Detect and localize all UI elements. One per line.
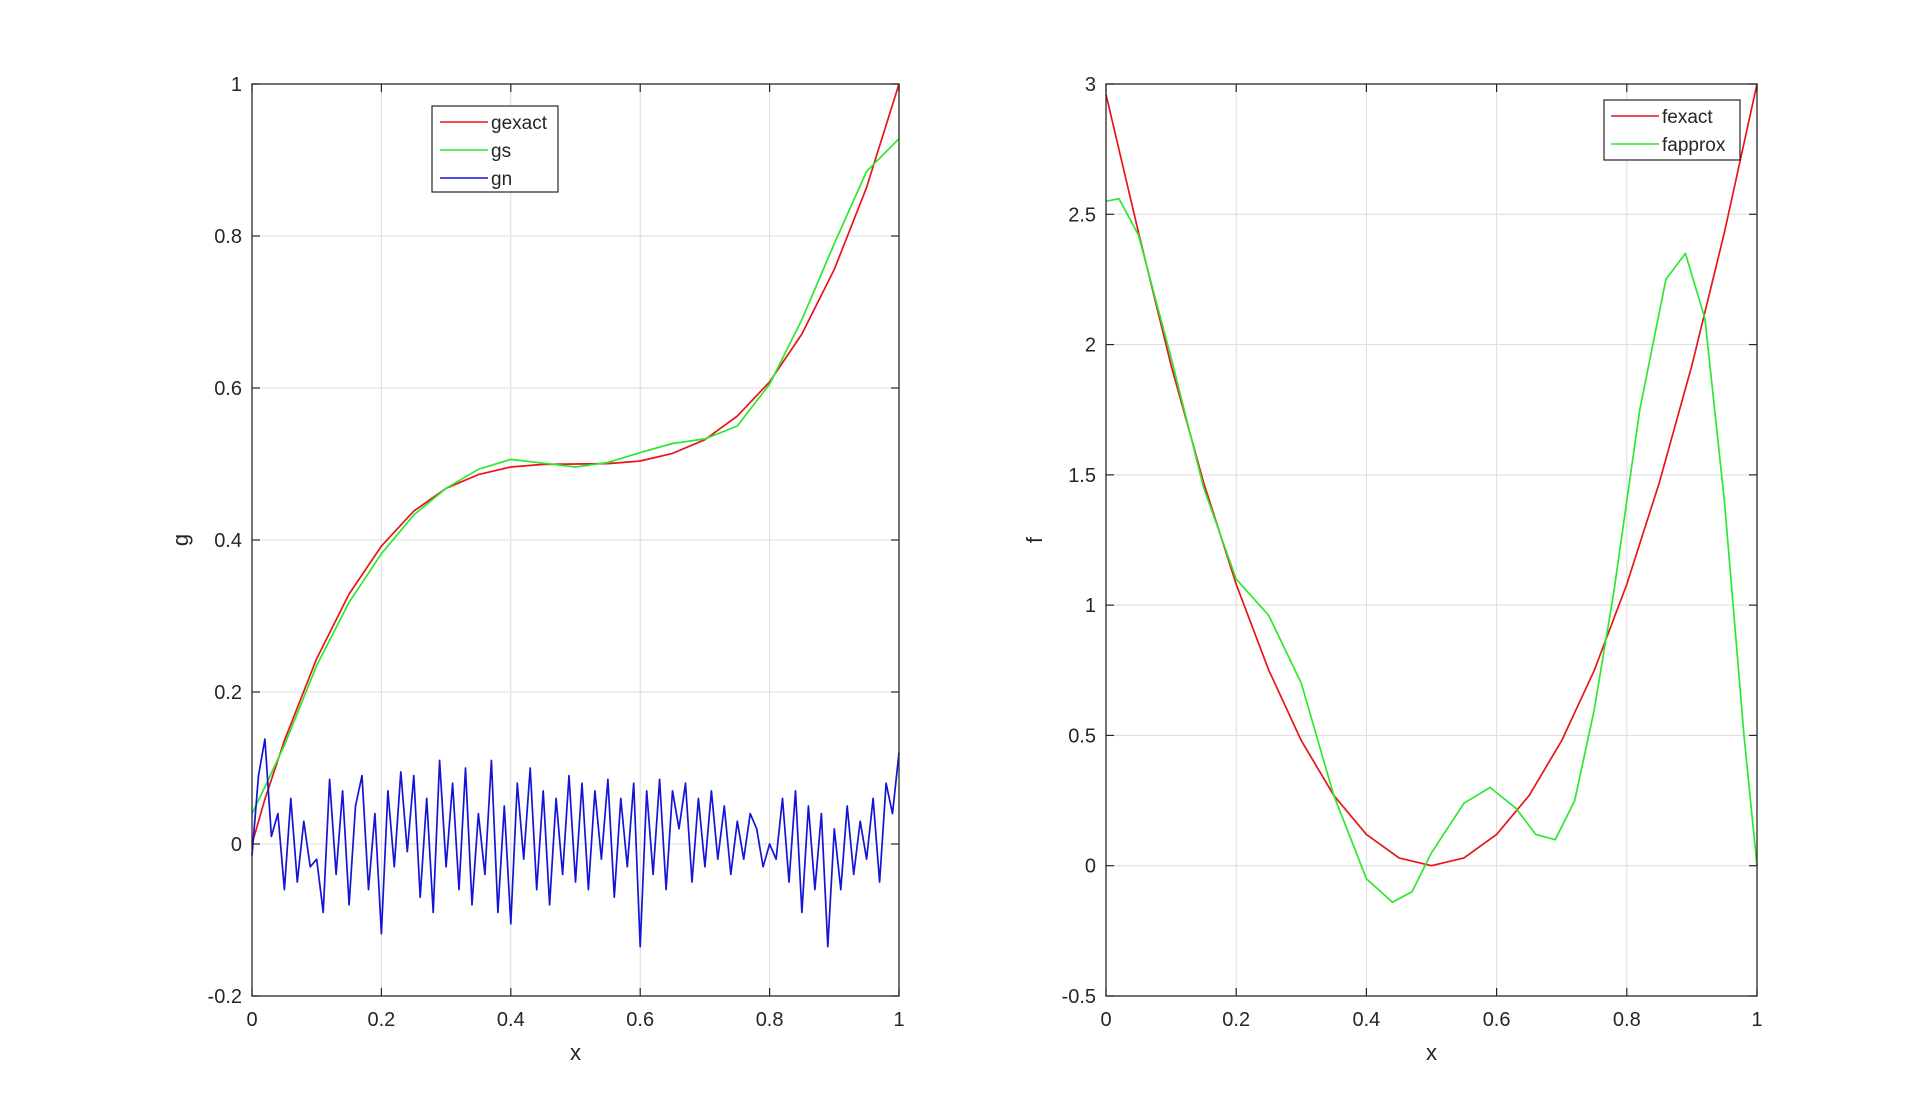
- x-tick-label-f: 0: [1100, 1009, 1111, 1031]
- x-tick-label-g: 0: [246, 1009, 257, 1031]
- x-tick-label-f: 0.8: [1613, 1009, 1641, 1031]
- x-tick-label-f: 0.2: [1222, 1009, 1250, 1031]
- y-tick-label-f: 0.5: [1068, 725, 1096, 747]
- y-tick-label-f: 1: [1085, 595, 1096, 617]
- x-tick-label-g: 0.6: [626, 1009, 654, 1031]
- series-line-gexact: [251, 83, 900, 845]
- x-tick-label-f: 0.4: [1352, 1009, 1380, 1031]
- y-axis-label-g: g: [168, 534, 193, 546]
- y-tick-label-f: -0.5: [1062, 986, 1096, 1008]
- y-tick-label-g: 0.2: [214, 682, 242, 704]
- x-tick-label-f: 0.6: [1483, 1009, 1511, 1031]
- y-tick-label-f: 2: [1085, 335, 1096, 357]
- x-axis-label-f: x: [1426, 1040, 1437, 1065]
- y-tick-label-g: 1: [231, 74, 242, 96]
- axes-g: 0 0.2 0.4 0.6 0.8 1-0.200.20.40.60.81 x g gex…: [168, 74, 905, 1065]
- tick-labels-f: 0 0.2 0.4 0.6 0.8 1-0.500.511.522.53: [1062, 74, 1763, 1031]
- x-tick-label-g: 0.2: [367, 1009, 395, 1031]
- legend-g: gexact gs gn: [431, 105, 559, 193]
- legend-label-gn: gn: [491, 169, 512, 190]
- legend-label-fexact: fexact: [1662, 107, 1713, 128]
- legend-label-gexact: gexact: [491, 113, 548, 134]
- y-tick-label-g: 0.4: [214, 530, 242, 552]
- legend-f: fexact fapprox: [1603, 99, 1741, 161]
- y-tick-label-g: 0: [231, 834, 242, 856]
- y-tick-label-f: 2.5: [1068, 204, 1096, 226]
- legend-box-f: [1603, 99, 1741, 161]
- series-line-gs: [251, 138, 900, 814]
- legend-label-gs: gs: [491, 141, 511, 162]
- series-layer-g: [251, 83, 900, 948]
- y-axis-label-f: f: [1022, 536, 1047, 543]
- series-line-gn: [251, 738, 900, 948]
- y-tick-label-g: 0.8: [214, 226, 242, 248]
- y-tick-label-f: 1.5: [1068, 465, 1096, 487]
- series-layer-f: [1105, 83, 1758, 904]
- y-tick-label-f: 3: [1085, 74, 1096, 96]
- x-tick-label-f: 1: [1751, 1009, 1762, 1031]
- x-tick-label-g: 0.4: [497, 1009, 525, 1031]
- axes-f: 0 0.2 0.4 0.6 0.8 1-0.500.511.522.53 x f fexa…: [1022, 74, 1763, 1065]
- ticks-g: [251, 83, 900, 997]
- y-tick-label-g: 0.6: [214, 378, 242, 400]
- axes-frame-f: [1105, 83, 1758, 997]
- y-tick-label-f: 0: [1085, 856, 1096, 878]
- tick-labels-g: 0 0.2 0.4 0.6 0.8 1-0.200.20.40.60.81: [208, 74, 905, 1031]
- y-tick-label-g: -0.2: [208, 986, 242, 1008]
- series-line-fapprox: [1105, 197, 1758, 904]
- x-axis-label-g: x: [570, 1040, 581, 1065]
- legend-label-fapprox: fapprox: [1662, 135, 1726, 156]
- x-tick-label-g: 0.8: [756, 1009, 784, 1031]
- x-tick-label-g: 1: [893, 1009, 904, 1031]
- ticks-f: [1105, 83, 1758, 997]
